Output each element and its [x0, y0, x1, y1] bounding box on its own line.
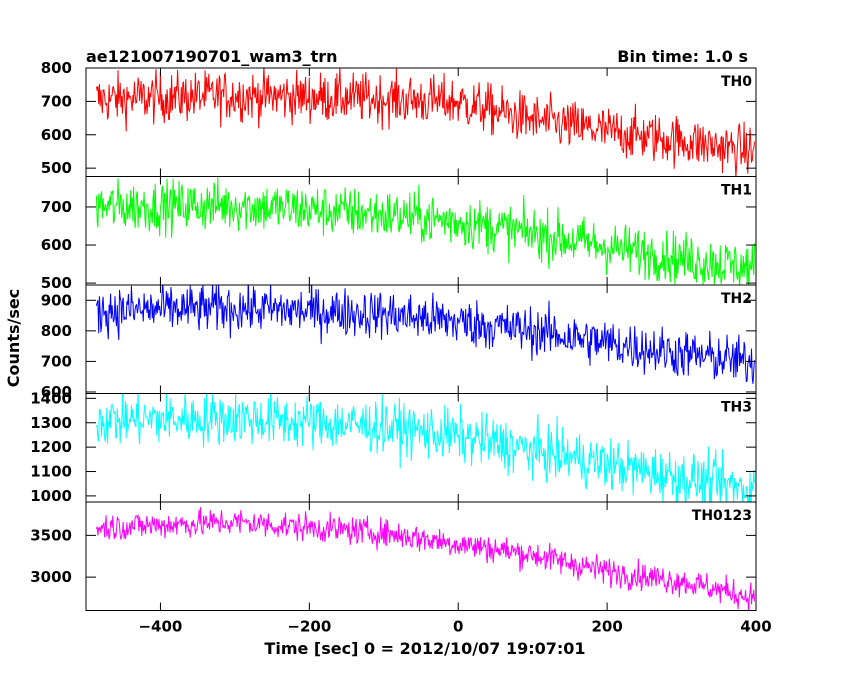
y-tick-label: 1400 [30, 389, 72, 407]
y-tick-label: 600 [41, 126, 72, 144]
x-tick-label: 200 [591, 618, 622, 636]
series-th2-line [95, 285, 755, 384]
y-tick-label: 3000 [30, 568, 72, 586]
y-tick-label: 600 [41, 236, 72, 254]
series-th1-line [95, 176, 755, 285]
panel-th2: 600 700 800 900 TH2 [41, 284, 757, 401]
series-th3-line [95, 393, 755, 502]
x-tick-label: 0 [453, 618, 463, 636]
panel-label-th0123: TH0123 [692, 508, 752, 524]
panel-label-th2: TH2 [721, 291, 752, 307]
y-tick-label: 800 [41, 322, 72, 340]
y-tick-label: 700 [41, 352, 72, 370]
panel-th1: 500 600 700 TH1 [41, 176, 757, 292]
x-axis-tick-labels: −400 −200 0 200 400 [138, 618, 771, 636]
panel-label-th1: TH1 [721, 183, 752, 199]
y-tick-label: 700 [41, 198, 72, 216]
x-tick-label: −200 [287, 618, 331, 636]
y-tick-label: 1000 [30, 487, 72, 505]
panel-th0: 500 600 700 800 TH0 [41, 59, 757, 177]
series-th0123-line [95, 507, 755, 611]
y-tick-label: 500 [41, 274, 72, 292]
panel-frame [85, 501, 757, 611]
y-tick-label: 800 [41, 59, 72, 77]
panels-group: 500 600 700 800 TH0 500 600 700 TH1 600 700 800 900 T… [30, 59, 757, 611]
series-th0-line [95, 68, 755, 177]
panel-frame [85, 393, 757, 503]
figure-title: ae121007190701_wam3_trn [86, 47, 338, 66]
panel-label-th3: TH3 [721, 400, 752, 416]
panel-th0123: 3000 3500 TH0123 [30, 501, 757, 611]
y-tick-label: 600 [41, 383, 72, 401]
y-tick-label: 700 [41, 92, 72, 110]
y-tick-label: 3500 [30, 526, 72, 544]
y-tick-label: 1200 [30, 438, 72, 456]
x-axis-label: Time [sec] 0 = 2012/10/07 19:07:01 [264, 639, 585, 658]
y-axis-label: Counts/sec [4, 289, 23, 387]
y-tick-label: 1100 [30, 463, 72, 481]
y-tick-label: 1300 [30, 414, 72, 432]
panel-th3: 1000 1100 1200 1300 1400 TH3 [30, 389, 757, 505]
y-tick-label: 500 [41, 159, 72, 177]
bin-time-label: Bin time: 1.0 s [617, 47, 748, 66]
x-tick-label: −400 [138, 618, 182, 636]
y-tick-label: 900 [41, 291, 72, 309]
x-tick-label: 400 [740, 618, 771, 636]
panel-label-th0: TH0 [721, 74, 752, 90]
